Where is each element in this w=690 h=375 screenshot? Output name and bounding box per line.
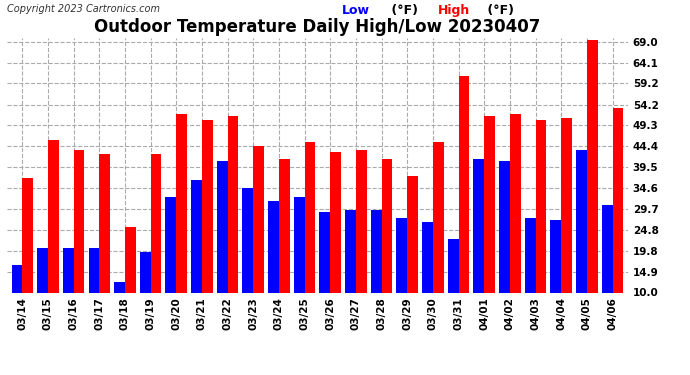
Bar bbox=[304, 142, 315, 292]
Bar bbox=[99, 154, 110, 292]
Bar bbox=[613, 108, 623, 292]
Title: Outdoor Temperature Daily High/Low 20230407: Outdoor Temperature Daily High/Low 20230… bbox=[95, 18, 540, 36]
Bar bbox=[356, 150, 366, 292]
Bar bbox=[166, 197, 176, 292]
Bar bbox=[12, 265, 22, 292]
Bar bbox=[586, 40, 598, 292]
Bar bbox=[499, 161, 510, 292]
Bar bbox=[484, 116, 495, 292]
Bar bbox=[576, 150, 586, 292]
Bar bbox=[48, 140, 59, 292]
Bar bbox=[397, 218, 407, 292]
Text: (°F): (°F) bbox=[387, 4, 418, 17]
Bar bbox=[473, 159, 484, 292]
Bar bbox=[407, 176, 418, 292]
Bar bbox=[433, 142, 444, 292]
Bar bbox=[371, 210, 382, 292]
Bar bbox=[448, 239, 459, 292]
Bar bbox=[524, 218, 535, 292]
Bar bbox=[253, 146, 264, 292]
Bar bbox=[22, 178, 33, 292]
Bar bbox=[202, 120, 213, 292]
Bar bbox=[294, 197, 304, 292]
Text: High: High bbox=[438, 4, 470, 17]
Bar bbox=[422, 222, 433, 292]
Bar bbox=[125, 226, 136, 292]
Bar bbox=[88, 248, 99, 292]
Bar bbox=[535, 120, 546, 292]
Bar bbox=[63, 248, 74, 292]
Bar bbox=[176, 114, 187, 292]
Bar bbox=[74, 150, 84, 292]
Bar bbox=[331, 152, 341, 292]
Bar bbox=[242, 188, 253, 292]
Bar bbox=[37, 248, 48, 292]
Bar bbox=[140, 252, 150, 292]
Text: (°F): (°F) bbox=[482, 4, 513, 17]
Bar bbox=[602, 206, 613, 292]
Bar bbox=[114, 282, 125, 292]
Bar bbox=[382, 159, 393, 292]
Bar bbox=[345, 210, 356, 292]
Bar bbox=[150, 154, 161, 292]
Bar bbox=[561, 118, 572, 292]
Bar bbox=[319, 212, 331, 292]
Bar bbox=[268, 201, 279, 292]
Bar bbox=[279, 159, 290, 292]
Bar bbox=[459, 76, 469, 292]
Bar bbox=[228, 116, 238, 292]
Bar bbox=[217, 161, 228, 292]
Bar bbox=[510, 114, 521, 292]
Bar bbox=[551, 220, 561, 292]
Text: Low: Low bbox=[342, 4, 371, 17]
Bar bbox=[191, 180, 202, 292]
Text: Copyright 2023 Cartronics.com: Copyright 2023 Cartronics.com bbox=[7, 4, 160, 14]
